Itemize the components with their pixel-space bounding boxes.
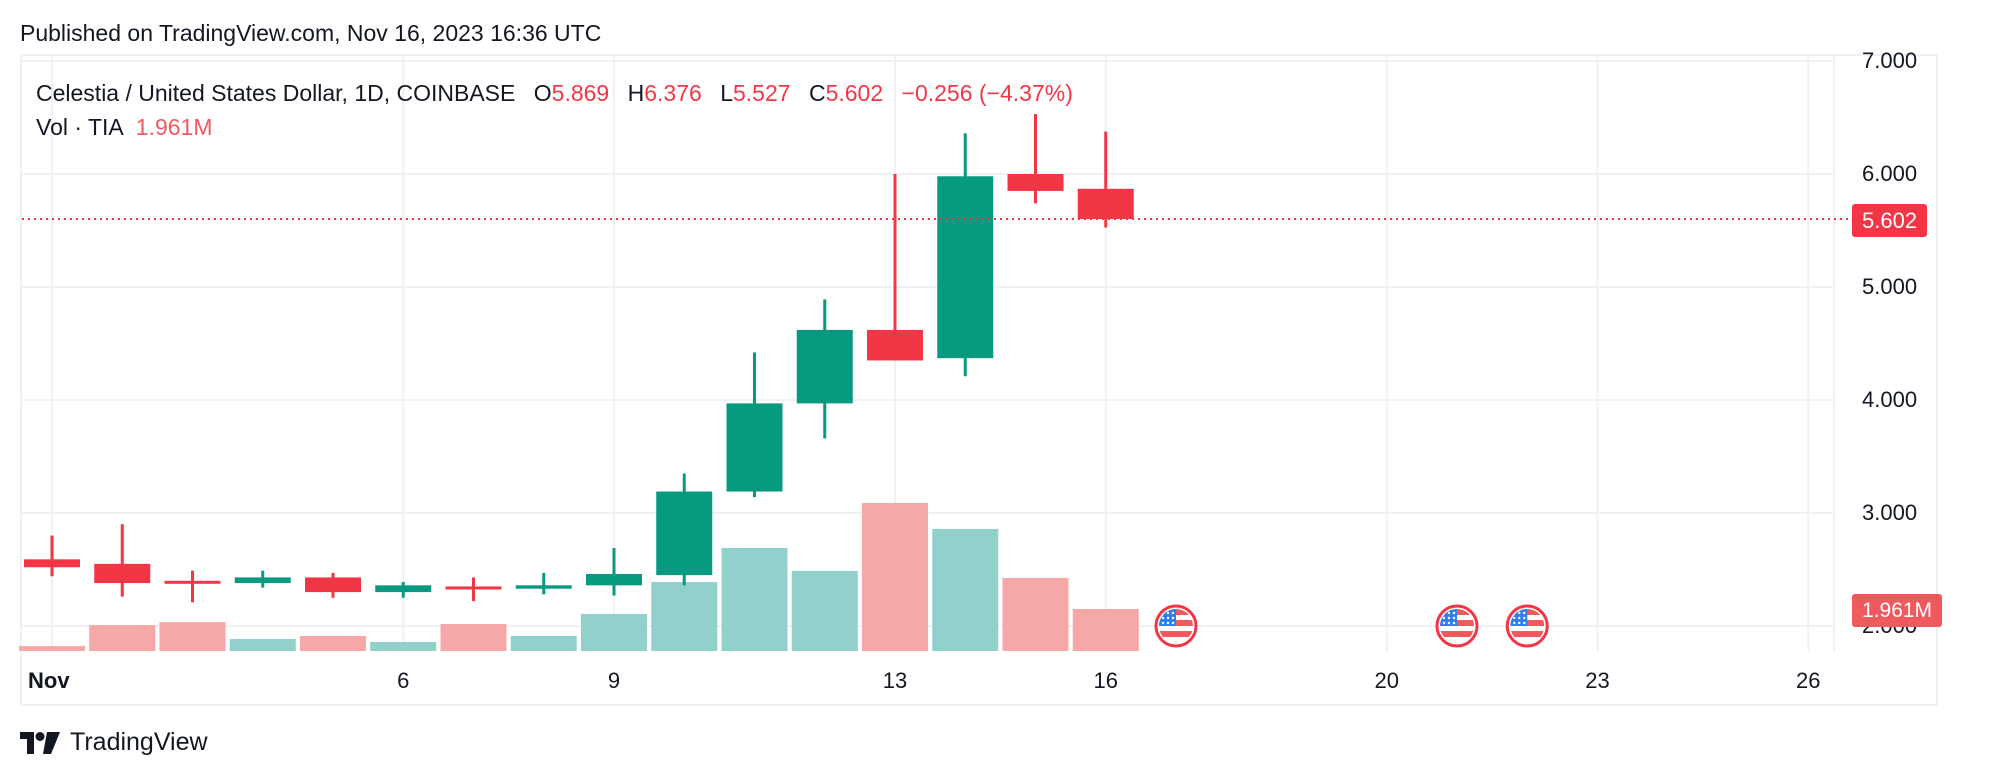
symbol-title[interactable]: Celestia / United States Dollar, 1D, COI… [36,80,516,106]
candle-body [515,585,572,589]
time-tick-label: 20 [1374,668,1399,693]
volume-bar [159,622,226,651]
candle-body [656,491,713,576]
volume-bar [932,528,999,651]
volume-bar [300,636,366,651]
candle[interactable] [375,581,432,598]
candle[interactable] [164,570,221,603]
ohlc-row: Celestia / United States Dollar, 1D, COI… [36,76,1073,110]
volume-bar [791,570,858,651]
open-label: O [533,80,552,106]
candle-body [586,574,642,586]
low-value: 5.527 [732,80,791,106]
candle[interactable] [24,535,80,577]
candle-body [726,403,783,492]
candle-body [305,577,361,593]
time-tick-label: 9 [607,668,621,693]
volume-badge: 1.961M [1852,594,1943,627]
candle-body [937,176,994,359]
time-tick-label: Nov [28,668,70,693]
candle[interactable] [937,133,994,377]
candle-body [164,580,221,584]
price-tick-label: 3.000 [1862,500,1918,525]
candle[interactable] [94,524,151,597]
candle[interactable] [726,352,783,498]
candle[interactable] [796,299,853,439]
candle-body [445,586,502,590]
price-tick-label: 5.000 [1862,274,1918,299]
price-tick-label: 7.000 [1862,48,1918,73]
volume-bar [1002,577,1069,651]
chart-legend: Celestia / United States Dollar, 1D, COI… [36,76,1073,144]
close-value: 5.602 [825,80,884,106]
candle-body [94,563,151,584]
candle-body [24,559,80,568]
candle[interactable] [1077,131,1134,228]
candle[interactable] [305,572,361,598]
volume-bar [89,625,156,651]
price-tick-label: 4.000 [1862,387,1918,412]
candle-body [1077,188,1134,219]
volume-bar [1072,609,1139,651]
price-tick-label: 6.000 [1862,161,1918,186]
tradingview-brand: TradingView [70,728,208,756]
candle[interactable] [586,548,642,596]
candle-body [867,329,923,361]
volume-bar [229,639,296,651]
volume-bar [862,503,928,651]
volume-label[interactable]: Vol · TIA [36,114,124,140]
candle-body [375,585,432,593]
candle[interactable] [515,572,572,595]
low-label: L [720,80,733,106]
candle-body [796,329,853,404]
change-value: −0.256 (−4.37%) [901,80,1073,106]
volume-bar [510,636,577,651]
volume-bar [440,624,507,651]
time-tick-label: 6 [397,668,410,693]
candle[interactable] [656,473,713,586]
volume-bar [721,547,788,651]
time-tick-label: 16 [1093,668,1118,693]
last-price-badge: 5.602 [1852,204,1928,237]
candle[interactable] [445,577,502,602]
candle[interactable] [1007,114,1064,204]
volume-value: 1.961M [135,114,213,140]
time-tick-label: 13 [882,668,908,693]
time-tick-label: 23 [1585,668,1610,693]
us-flag-economic-event-icon[interactable] [1154,604,1198,648]
open-value: 5.869 [551,80,610,106]
candle-body [234,577,291,584]
candle[interactable] [867,174,923,361]
volume-bar [581,613,647,651]
tradingview-logo-icon [20,731,60,754]
volume-bar [651,582,718,651]
high-label: H [627,80,645,106]
us-flag-economic-event-icon[interactable] [1505,604,1549,648]
candle[interactable] [234,570,291,588]
footer-logo[interactable]: TradingView [20,728,208,757]
volume-row: Vol · TIA 1.961M [36,110,1073,144]
candle-body [1007,174,1064,191]
volume-bar [370,642,437,651]
chart-frame [20,54,1938,706]
published-caption: Published on TradingView.com, Nov 16, 20… [20,20,602,46]
close-label: C [808,80,826,106]
volume-bar [19,646,85,651]
time-tick-label: 26 [1796,668,1821,693]
us-flag-economic-event-icon[interactable] [1435,604,1479,648]
high-value: 6.376 [644,80,702,106]
